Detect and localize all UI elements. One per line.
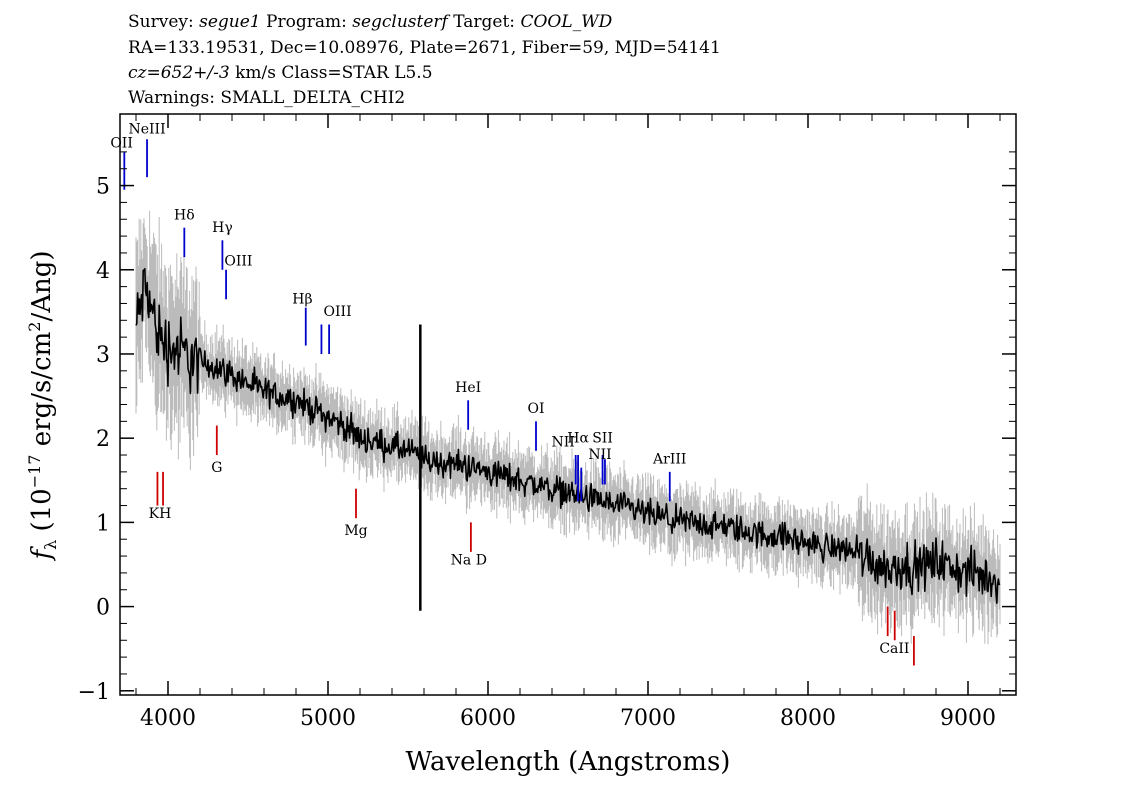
- line-label-oi: OI: [527, 401, 544, 417]
- line-label-hβ: Hβ: [292, 291, 312, 307]
- y-tick-label: 3: [96, 343, 110, 368]
- line-label-nii: NII: [588, 447, 611, 463]
- error-band-layer: [135, 210, 1001, 645]
- x-tick-label: 4000: [140, 706, 196, 731]
- header-line-1: Survey: segue1 Program: segclusterf Targ…: [128, 12, 612, 32]
- line-label-oii: OII: [110, 136, 133, 152]
- axes-layer: 4000 5000 6000 7000 8000 9000 −1 0 1 2 3 4 5: [78, 113, 1017, 731]
- header-line-3: cz=652+/-3 km/s Class=STAR L5.5: [128, 63, 433, 83]
- header-line-4: Warnings: SMALL_DELTA_CHI2: [128, 88, 406, 108]
- program-label: Program:: [260, 12, 353, 32]
- target-label: Target:: [447, 12, 521, 32]
- line-label-hγ: Hγ: [212, 220, 233, 236]
- line-label-nii: NII: [552, 435, 575, 451]
- line-label-caii: CaII: [879, 641, 909, 657]
- line-label-g: G: [211, 460, 222, 476]
- x-tick-label: 9000: [940, 706, 996, 731]
- line-label-hei: HeI: [455, 380, 481, 396]
- header-line-2: RA=133.19531, Dec=10.08976, Plate=2671, …: [128, 38, 721, 58]
- y-tick-label: 4: [96, 259, 110, 284]
- program-value: segclusterf: [352, 12, 448, 32]
- line-label-hδ: Hδ: [174, 207, 195, 223]
- line-label-na-d: Na D: [451, 552, 487, 568]
- x-axis-label: Wavelength (Angstroms): [406, 747, 731, 777]
- flux-layer: [135, 267, 1001, 611]
- survey-label: Survey:: [128, 12, 200, 32]
- line-label-oiii: OIII: [224, 254, 252, 270]
- y-tick-label: 5: [96, 175, 110, 200]
- line-label-neiii: NeIII: [128, 121, 165, 137]
- flux-series: [135, 267, 1001, 605]
- y-axis-label: fλ (10−17 erg/s/cm2/Ang): [25, 250, 60, 561]
- x-tick-label: 5000: [300, 706, 356, 731]
- line-label-kh: KH: [149, 506, 172, 522]
- redshift-value: cz=652+/-3: [128, 63, 230, 83]
- line-label-oiii: OIII: [324, 304, 352, 320]
- class-text: km/s Class=STAR L5.5: [229, 63, 433, 83]
- line-label-sii: SII: [592, 430, 613, 446]
- line-label-ariii: ArIII: [652, 451, 686, 467]
- line-label-hα: Hα: [567, 430, 589, 446]
- y-tick-label: 0: [96, 596, 110, 621]
- y-tick-label: −1: [78, 680, 110, 705]
- x-tick-label: 7000: [620, 706, 676, 731]
- error-band: [135, 210, 1001, 645]
- line-label-mg: Mg: [344, 523, 367, 539]
- y-tick-label: 2: [96, 427, 110, 452]
- x-tick-label: 6000: [460, 706, 516, 731]
- x-tick-label: 8000: [780, 706, 836, 731]
- survey-value: segue1: [199, 12, 261, 32]
- y-tick-label: 1: [96, 511, 110, 536]
- target-value: COOL_WD: [520, 12, 613, 32]
